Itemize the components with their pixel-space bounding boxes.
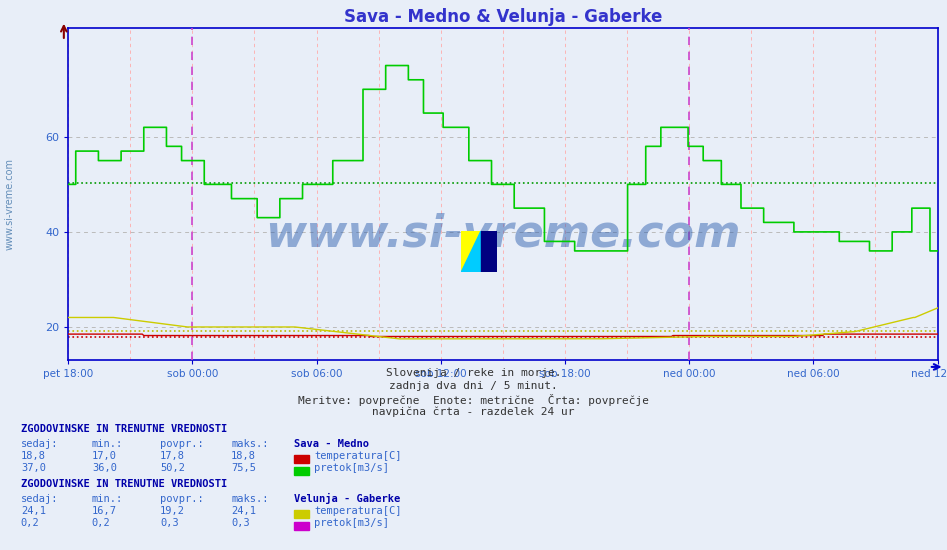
Text: 18,8: 18,8 bbox=[231, 451, 256, 461]
Text: Sava - Medno: Sava - Medno bbox=[294, 438, 368, 449]
Text: min.:: min.: bbox=[92, 438, 123, 449]
Text: sedaj:: sedaj: bbox=[21, 493, 59, 504]
Text: ZGODOVINSKE IN TRENUTNE VREDNOSTI: ZGODOVINSKE IN TRENUTNE VREDNOSTI bbox=[21, 478, 227, 489]
Text: 50,2: 50,2 bbox=[160, 463, 185, 474]
Text: 18,8: 18,8 bbox=[21, 451, 45, 461]
Polygon shape bbox=[461, 231, 481, 272]
Text: maks.:: maks.: bbox=[231, 493, 269, 504]
Text: 0,3: 0,3 bbox=[231, 518, 250, 529]
Text: min.:: min.: bbox=[92, 493, 123, 504]
Text: navpična črta - razdelek 24 ur: navpična črta - razdelek 24 ur bbox=[372, 406, 575, 417]
Polygon shape bbox=[481, 231, 497, 272]
Text: 37,0: 37,0 bbox=[21, 463, 45, 474]
Polygon shape bbox=[461, 231, 481, 272]
Text: pretok[m3/s]: pretok[m3/s] bbox=[314, 463, 389, 474]
Text: www.si-vreme.com: www.si-vreme.com bbox=[5, 157, 14, 250]
Text: zadnja dva dni / 5 minut.: zadnja dva dni / 5 minut. bbox=[389, 381, 558, 391]
Text: sedaj:: sedaj: bbox=[21, 438, 59, 449]
Text: temperatura[C]: temperatura[C] bbox=[314, 451, 402, 461]
Text: 0,2: 0,2 bbox=[21, 518, 40, 529]
Text: ZGODOVINSKE IN TRENUTNE VREDNOSTI: ZGODOVINSKE IN TRENUTNE VREDNOSTI bbox=[21, 424, 227, 434]
Text: www.si-vreme.com: www.si-vreme.com bbox=[265, 212, 741, 255]
Text: 36,0: 36,0 bbox=[92, 463, 116, 474]
Text: 0,3: 0,3 bbox=[160, 518, 179, 529]
Text: 17,8: 17,8 bbox=[160, 451, 185, 461]
Text: maks.:: maks.: bbox=[231, 438, 269, 449]
Text: 24,1: 24,1 bbox=[231, 506, 256, 516]
Text: Slovenija / reke in morje.: Slovenija / reke in morje. bbox=[385, 368, 562, 378]
Text: temperatura[C]: temperatura[C] bbox=[314, 506, 402, 516]
Text: Velunja - Gaberke: Velunja - Gaberke bbox=[294, 493, 400, 504]
Text: povpr.:: povpr.: bbox=[160, 493, 204, 504]
Text: 17,0: 17,0 bbox=[92, 451, 116, 461]
Text: 16,7: 16,7 bbox=[92, 506, 116, 516]
Text: pretok[m3/s]: pretok[m3/s] bbox=[314, 518, 389, 529]
Text: 75,5: 75,5 bbox=[231, 463, 256, 474]
Text: 24,1: 24,1 bbox=[21, 506, 45, 516]
Text: Meritve: povprečne  Enote: metrične  Črta: povprečje: Meritve: povprečne Enote: metrične Črta:… bbox=[298, 394, 649, 406]
Text: 0,2: 0,2 bbox=[92, 518, 111, 529]
Text: 19,2: 19,2 bbox=[160, 506, 185, 516]
Title: Sava - Medno & Velunja - Gaberke: Sava - Medno & Velunja - Gaberke bbox=[344, 8, 662, 26]
Text: povpr.:: povpr.: bbox=[160, 438, 204, 449]
